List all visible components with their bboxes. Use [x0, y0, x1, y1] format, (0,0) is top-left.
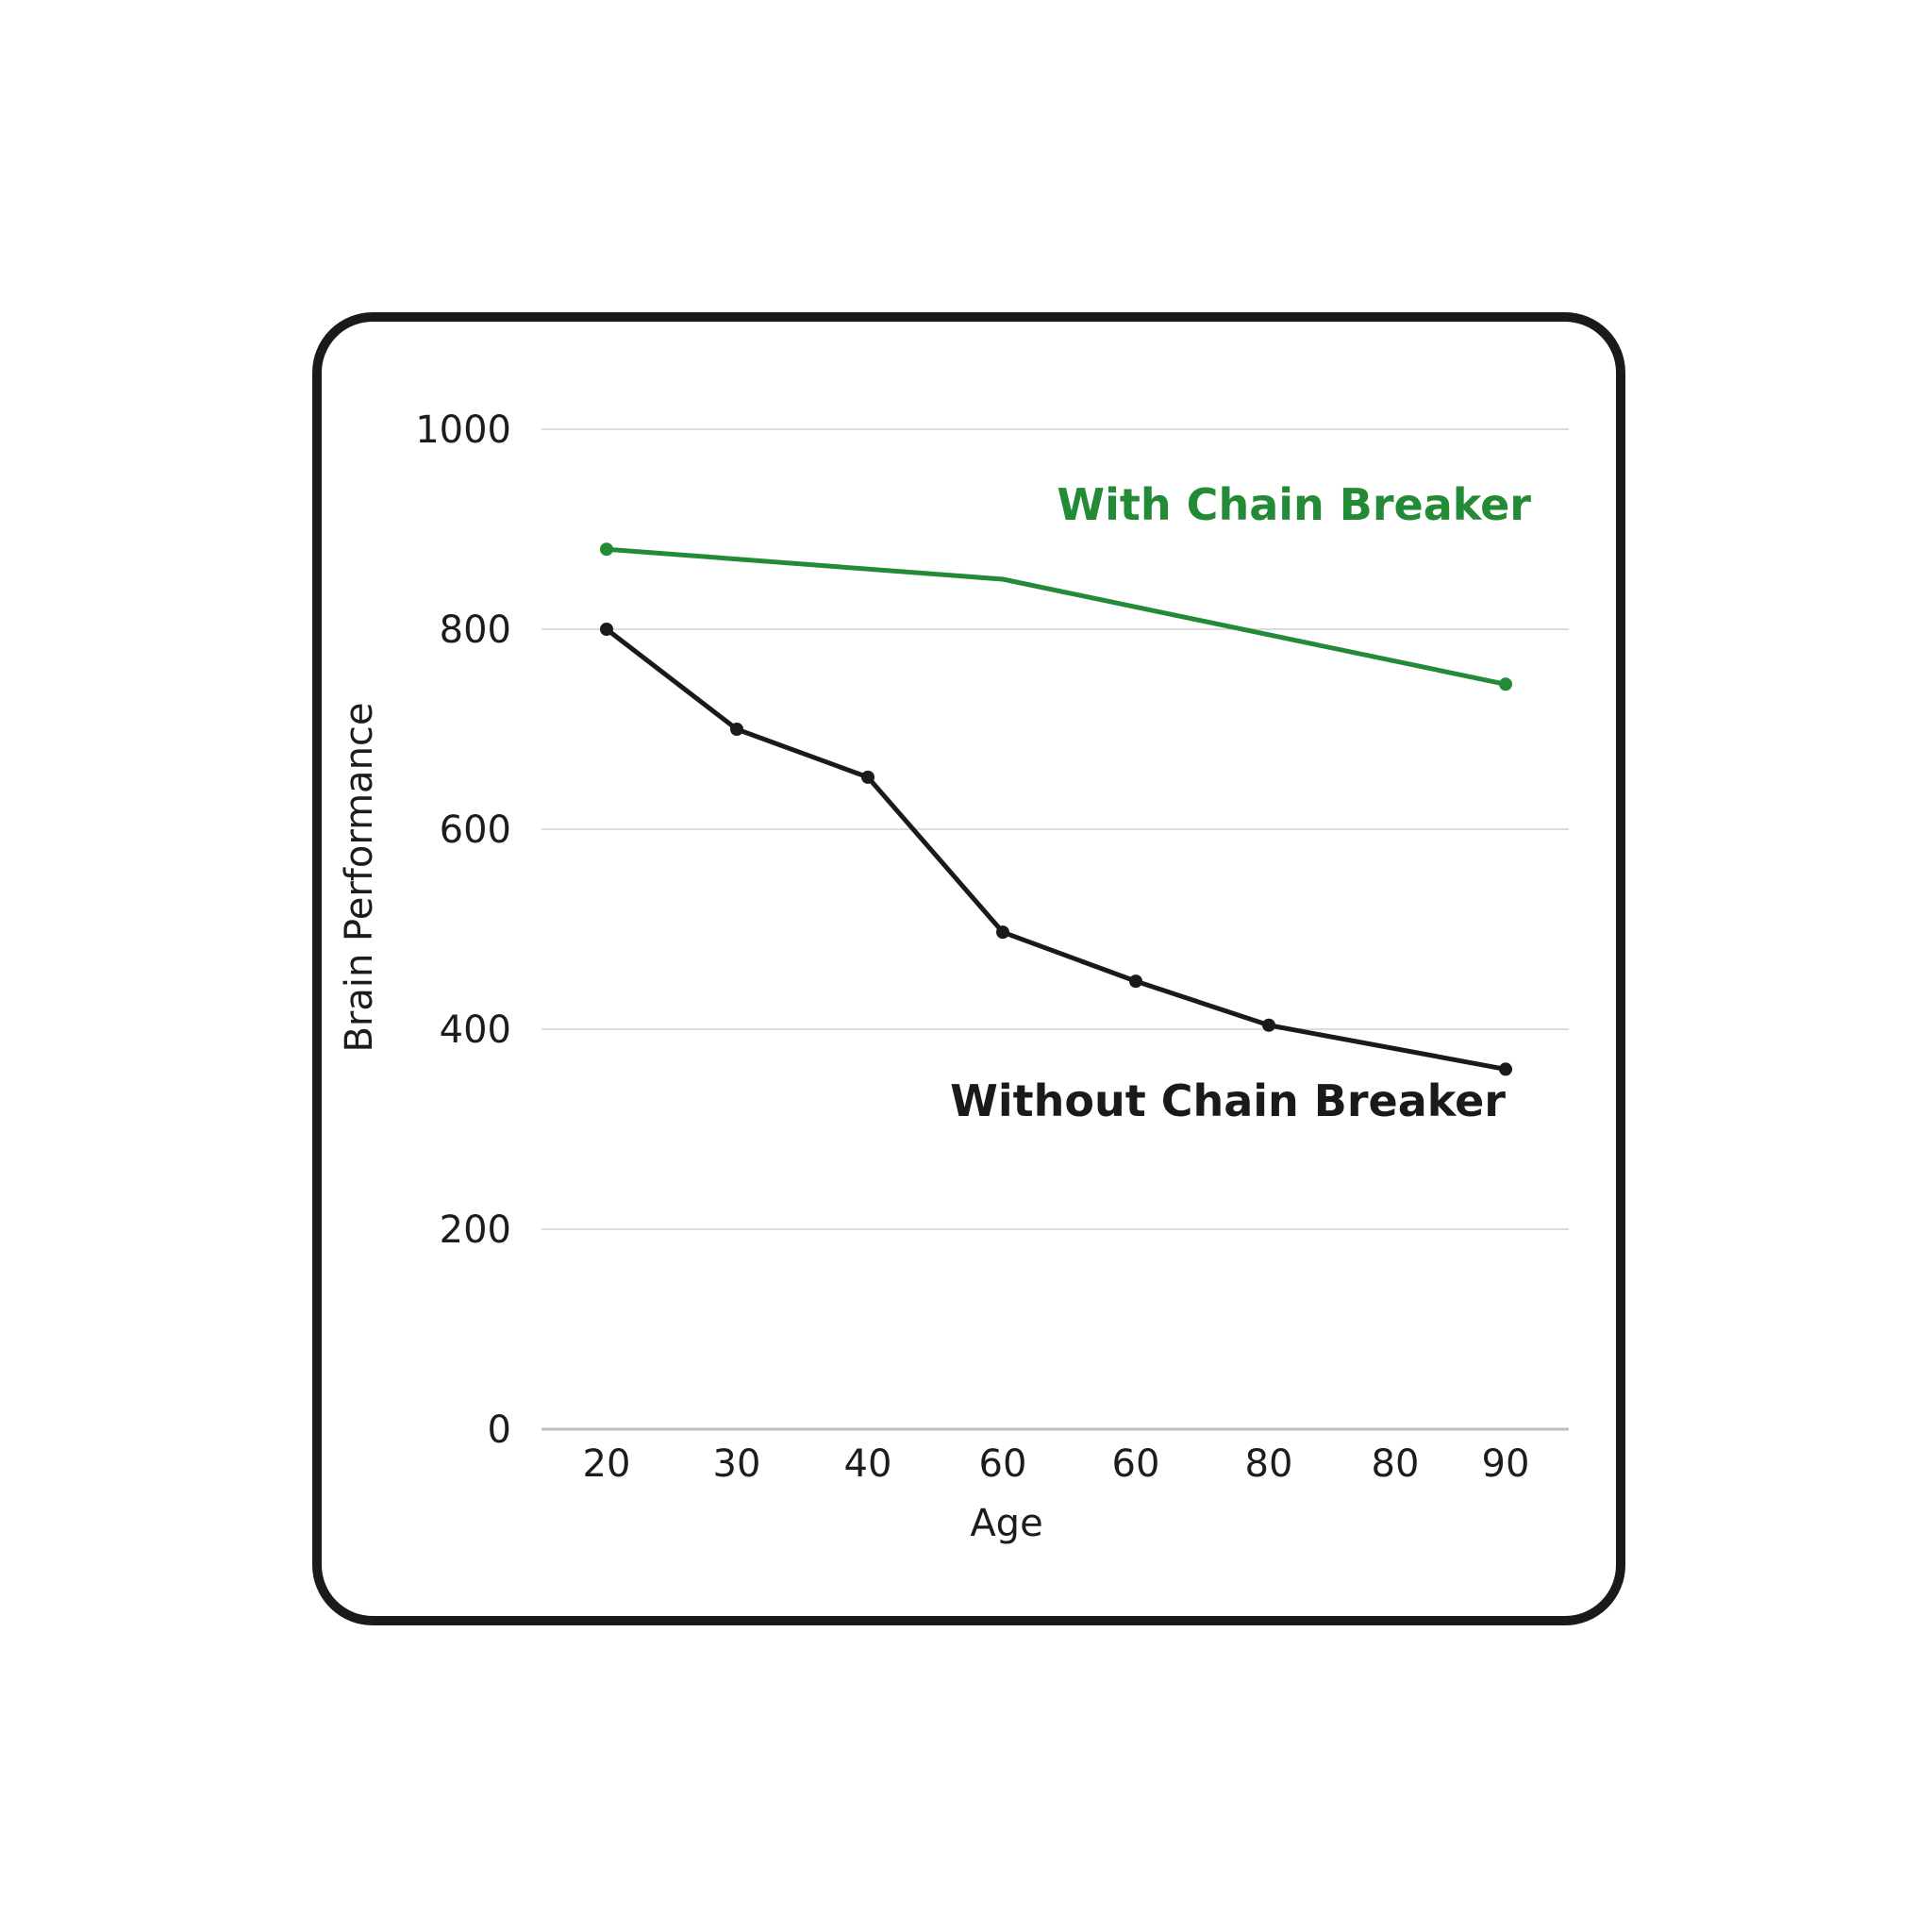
data-point — [1499, 677, 1512, 691]
x-tick-label: 60 — [979, 1442, 1027, 1486]
data-point — [1262, 1018, 1275, 1032]
y-tick-label: 800 — [440, 608, 511, 652]
data-point — [730, 723, 743, 736]
y-axis-ticks: 0 200 400 600 800 1000 — [415, 408, 511, 1452]
x-tick-label: 90 — [1482, 1442, 1530, 1486]
y-tick-label: 400 — [440, 1008, 511, 1052]
data-point — [996, 925, 1009, 940]
y-tick-label: 200 — [440, 1208, 511, 1252]
series-label-with-chain-breaker: With Chain Breaker — [1057, 479, 1531, 530]
data-point — [600, 623, 613, 636]
y-tick-label: 1000 — [415, 408, 511, 452]
series-line-with-chain-breaker — [604, 546, 1508, 687]
data-point — [1499, 1062, 1512, 1076]
data-point — [861, 770, 874, 784]
series-lines — [604, 546, 1508, 1072]
data-point — [1129, 974, 1142, 989]
x-tick-label: 60 — [1112, 1442, 1160, 1486]
data-point — [600, 542, 613, 557]
y-axis-title: Brain Performance — [338, 702, 381, 1052]
x-axis-title: Age — [970, 1502, 1042, 1545]
x-tick-label: 80 — [1245, 1442, 1293, 1486]
x-tick-label: 40 — [844, 1442, 892, 1486]
series-label-without-chain-breaker: Without Chain Breaker — [950, 1075, 1506, 1126]
x-tick-label: 80 — [1372, 1442, 1420, 1486]
series-line-without-chain-breaker — [604, 626, 1508, 1072]
series-markers — [600, 542, 1512, 1076]
y-tick-label: 0 — [488, 1408, 511, 1452]
x-tick-label: 30 — [713, 1442, 761, 1486]
chart-frame — [312, 312, 1625, 1625]
gridlines — [541, 428, 1569, 1431]
x-tick-label: 20 — [583, 1442, 631, 1486]
y-tick-label: 600 — [440, 808, 511, 852]
x-axis-ticks: 20 30 40 60 60 80 80 90 — [583, 1442, 1530, 1486]
